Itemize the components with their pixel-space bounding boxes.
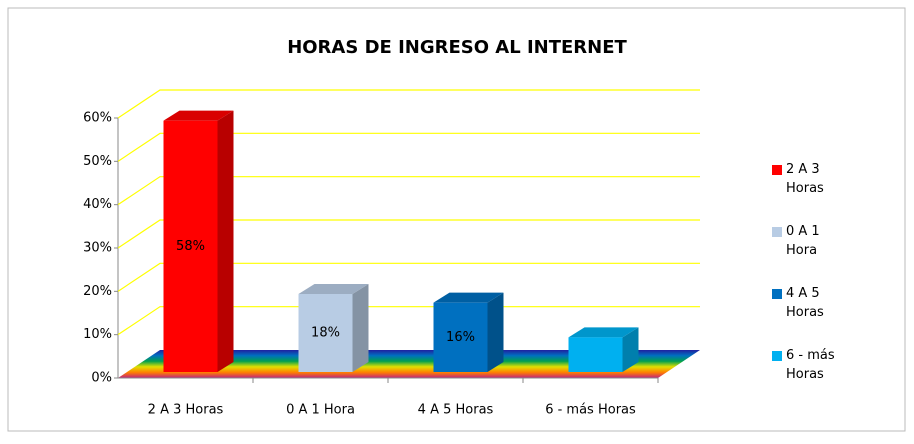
bar-side — [487, 292, 504, 372]
y-tick-label: 30% — [83, 241, 112, 256]
grid-line — [117, 132, 700, 162]
legend-label: 6 - más Horas — [786, 348, 835, 382]
floor — [118, 350, 700, 378]
y-tick-label: 20% — [83, 284, 112, 299]
legend-swatch — [772, 165, 782, 175]
bar-top — [298, 284, 369, 294]
data-label: 58% — [176, 239, 205, 254]
legend-label: 2 A 3 Horas — [786, 162, 824, 196]
bar-side — [352, 284, 369, 372]
data-label: 16% — [446, 330, 475, 345]
legend-label: 4 A 5 Horas — [786, 286, 824, 320]
legend-label: 0 A 1 Hora — [786, 224, 820, 258]
x-tick-label: 6 - más Horas — [545, 403, 636, 418]
grid-line — [117, 306, 700, 336]
x-tick-label: 2 A 3 Horas — [148, 403, 224, 418]
grid-line — [117, 219, 700, 249]
y-tick-label: 50% — [83, 154, 112, 169]
bar-side — [622, 327, 639, 372]
bar-front — [433, 302, 488, 372]
bar-top — [163, 110, 234, 121]
bar — [568, 327, 639, 372]
y-tick-label: 60% — [83, 111, 112, 126]
legend-swatch — [772, 289, 782, 299]
bar-front — [568, 337, 623, 372]
grid-line — [117, 176, 700, 206]
bar — [298, 284, 369, 372]
bar-side — [217, 110, 234, 373]
grid-line — [117, 262, 700, 292]
y-tick-label: 40% — [83, 197, 112, 212]
legend-swatch — [772, 227, 782, 237]
x-tick-label: 0 A 1 Hora — [286, 403, 355, 418]
x-tick-label: 4 A 5 Horas — [418, 403, 494, 418]
data-label: 18% — [311, 326, 340, 341]
bar-top — [433, 292, 504, 303]
bar-front — [163, 120, 218, 373]
bar-front — [298, 294, 353, 372]
chart-title: HORAS DE INGRESO AL INTERNET — [287, 37, 627, 58]
legend-swatch — [772, 351, 782, 361]
bar — [163, 110, 234, 373]
bar-top — [568, 327, 639, 338]
y-tick-label: 0% — [91, 371, 112, 386]
grid-line — [117, 89, 700, 119]
y-tick-label: 10% — [83, 327, 112, 342]
bar — [433, 292, 504, 372]
